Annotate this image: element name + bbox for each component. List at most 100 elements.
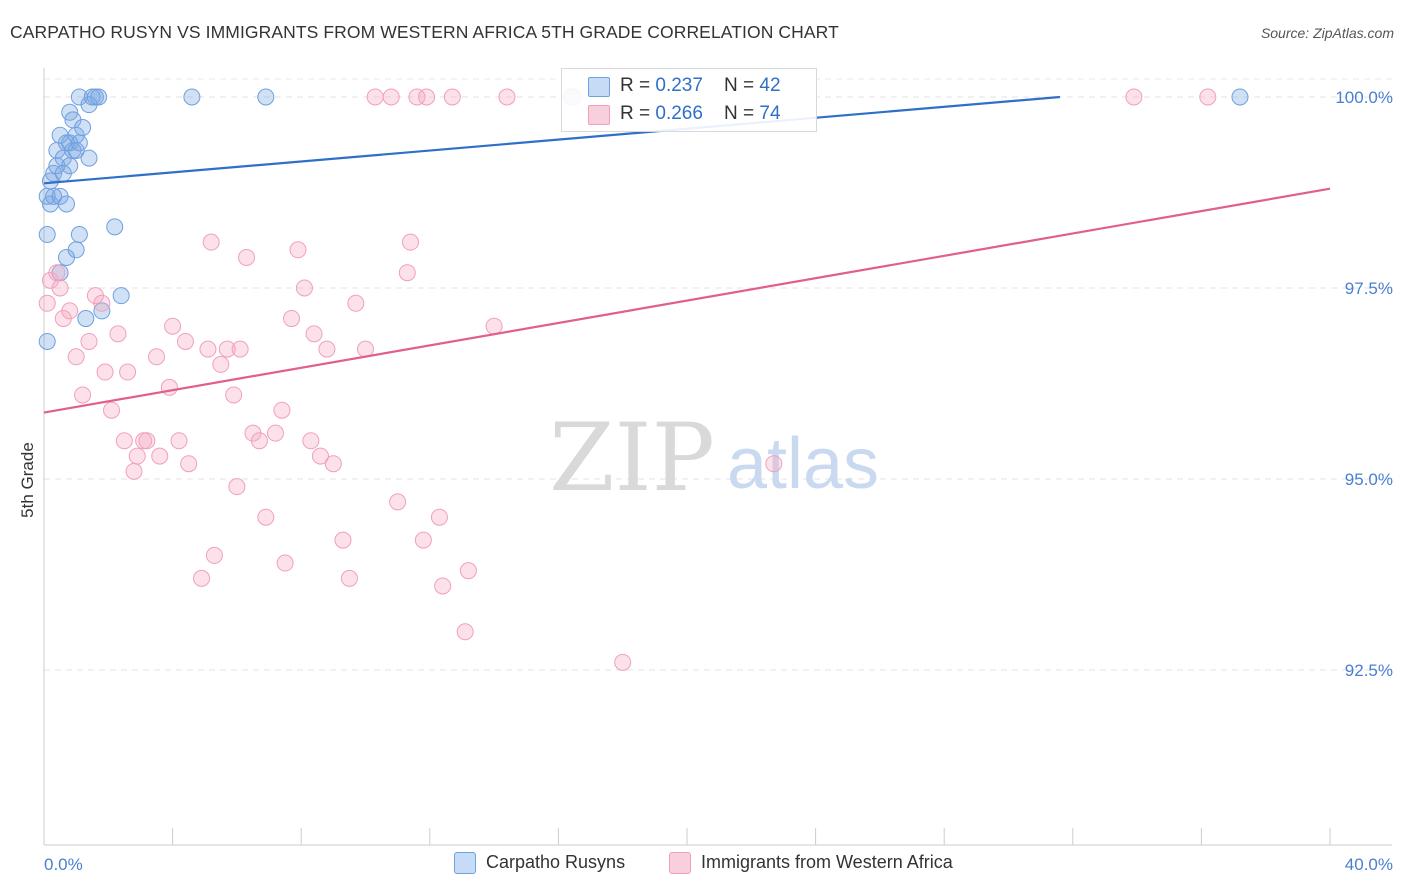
data-point-western-africa — [218, 340, 236, 358]
legend-n-label: N = — [724, 75, 760, 96]
data-point-western-africa — [434, 577, 452, 595]
legend-r-value: 0.266 — [655, 103, 703, 124]
data-point-western-africa — [498, 88, 516, 106]
data-point-western-africa — [199, 340, 217, 358]
x-tick-label: 0.0% — [44, 855, 83, 874]
data-point-western-africa — [148, 348, 166, 366]
legend-n-label: N = — [724, 103, 760, 124]
data-point-western-africa — [257, 508, 275, 526]
data-point-carpatho — [90, 88, 108, 106]
data-point-western-africa — [74, 386, 92, 404]
gridlines — [44, 78, 1392, 671]
correlation-legend: R = 0.237 N = 42 R = 0.266 N = 74 — [561, 68, 817, 132]
data-point-western-africa — [205, 546, 223, 564]
chart-title: CARPATHO RUSYN VS IMMIGRANTS FROM WESTER… — [10, 22, 839, 42]
data-point-western-africa — [176, 332, 194, 350]
legend-n-value: 42 — [759, 75, 781, 96]
bottom-legend-label: Carpatho Rusyns — [486, 852, 626, 872]
data-point-carpatho — [70, 134, 88, 152]
legend-swatch-pink — [588, 105, 610, 125]
data-point-carpatho — [1231, 88, 1249, 106]
data-point-western-africa — [408, 88, 426, 106]
data-point-western-africa — [138, 432, 156, 450]
data-point-western-africa — [212, 355, 230, 373]
data-point-western-africa — [283, 310, 301, 328]
data-point-western-africa — [295, 279, 313, 297]
data-point-western-africa — [61, 302, 79, 320]
y-tick-label: 92.5% — [1345, 661, 1393, 680]
data-point-western-africa — [334, 531, 352, 549]
data-point-western-africa — [193, 569, 211, 587]
data-point-carpatho — [106, 218, 124, 236]
data-point-western-africa — [93, 294, 111, 312]
y-tick-label: 95.0% — [1345, 470, 1393, 489]
data-point-western-africa — [151, 447, 169, 465]
data-point-western-africa — [382, 88, 400, 106]
data-point-western-africa — [765, 455, 783, 473]
data-point-western-africa — [456, 623, 474, 641]
data-point-carpatho — [38, 226, 56, 244]
data-point-carpatho — [70, 226, 88, 244]
data-point-western-africa — [119, 363, 137, 381]
data-point-western-africa — [202, 233, 220, 251]
y-tick-label: 100.0% — [1335, 88, 1393, 107]
source-label: Source: ZipAtlas.com — [1260, 25, 1394, 41]
legend-r-label: R = — [620, 75, 656, 96]
data-point-carpatho — [58, 195, 76, 213]
data-point-western-africa — [389, 493, 407, 511]
data-point-western-africa — [225, 386, 243, 404]
data-point-western-africa — [238, 248, 256, 266]
data-point-western-africa — [250, 432, 268, 450]
series-western-africa-points — [38, 88, 1217, 671]
axes — [43, 68, 1392, 846]
data-point-western-africa — [164, 317, 182, 335]
data-point-western-africa — [305, 325, 323, 343]
data-point-western-africa — [109, 325, 127, 343]
bottom-legend-carpatho: Carpatho Rusyns — [454, 852, 625, 878]
bottom-legend-swatch-pink — [669, 852, 691, 875]
data-point-western-africa — [430, 508, 448, 526]
data-point-western-africa — [231, 340, 249, 358]
x-tick-label: 40.0% — [1345, 855, 1393, 874]
data-point-western-africa — [311, 447, 329, 465]
data-point-western-africa — [80, 332, 98, 350]
data-point-western-africa — [48, 264, 66, 282]
data-point-western-africa — [418, 88, 436, 106]
data-point-carpatho — [112, 287, 130, 305]
data-point-carpatho — [77, 310, 95, 328]
data-point-western-africa — [266, 424, 284, 442]
data-point-carpatho — [183, 88, 201, 106]
data-point-western-africa — [96, 363, 114, 381]
bottom-legend-label: Immigrants from Western Africa — [701, 852, 953, 872]
data-point-western-africa — [51, 279, 69, 297]
data-point-carpatho — [45, 187, 63, 205]
data-point-western-africa — [485, 317, 503, 335]
data-point-carpatho — [67, 241, 85, 259]
data-point-western-africa — [276, 554, 294, 572]
data-point-carpatho — [80, 149, 98, 167]
data-point-carpatho — [38, 332, 56, 350]
legend-r-label: R = — [620, 103, 656, 124]
data-point-western-africa — [115, 432, 133, 450]
data-point-western-africa — [614, 653, 632, 671]
data-point-western-africa — [170, 432, 188, 450]
data-point-western-africa — [402, 233, 420, 251]
legend-n-value: 74 — [759, 103, 781, 124]
data-point-western-africa — [1199, 88, 1217, 106]
data-point-western-africa — [302, 432, 320, 450]
data-point-western-africa — [38, 294, 56, 312]
data-point-western-africa — [398, 264, 416, 282]
data-point-western-africa — [366, 88, 384, 106]
bottom-legend-western-africa: Immigrants from Western Africa — [669, 852, 953, 878]
data-point-western-africa — [1125, 88, 1143, 106]
data-point-carpatho — [74, 119, 92, 137]
data-point-western-africa — [414, 531, 432, 549]
data-point-western-africa — [324, 455, 342, 473]
data-point-western-africa — [318, 340, 336, 358]
legend-swatch-blue — [588, 77, 610, 97]
watermark-atlas: atlas — [727, 424, 879, 504]
trend-line-western-africa — [43, 187, 1331, 414]
data-point-carpatho — [257, 88, 275, 106]
y-tick-label: 97.5% — [1345, 279, 1393, 298]
